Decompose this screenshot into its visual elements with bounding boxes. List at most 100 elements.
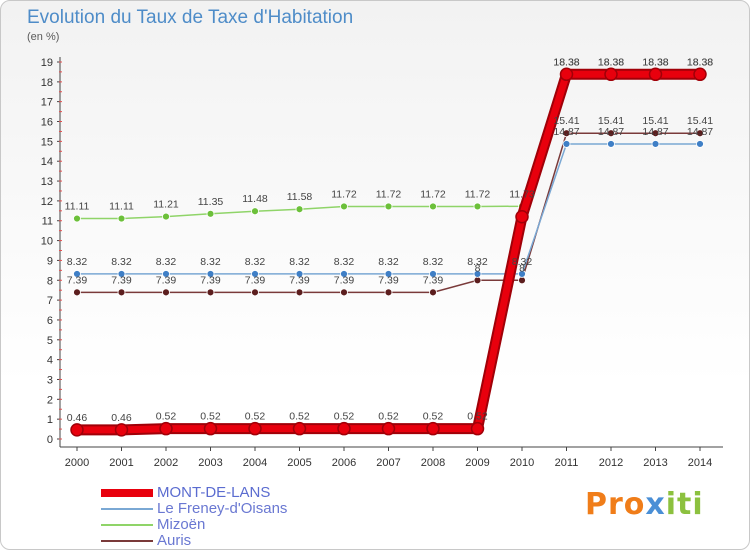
data-label: 11.48: [242, 193, 268, 205]
y-tick-label: 18: [41, 77, 53, 89]
data-label: 8.32: [200, 256, 221, 268]
x-tick-label: 2009: [465, 457, 489, 469]
legend-swatch: [101, 524, 153, 526]
data-label: 0.52: [423, 411, 444, 423]
series-point: [648, 67, 663, 82]
data-label: 8.32: [67, 256, 88, 268]
series-point: [696, 129, 704, 138]
series-point: [470, 421, 485, 436]
data-label: 0.52: [200, 411, 221, 423]
legend-item: MONT-DE-LANS: [101, 485, 287, 501]
data-label: 0.52: [156, 411, 177, 423]
data-label: 18.38: [598, 56, 624, 68]
legend-label: MONT-DE-LANS: [157, 484, 271, 501]
data-label: 7.39: [334, 274, 355, 286]
chart-subtitle: (en %): [27, 31, 60, 43]
legend-item: Le Freney-d'Oisans: [101, 501, 287, 517]
series-point: [114, 423, 129, 437]
data-label: 14.87: [687, 126, 713, 138]
series-point: [295, 270, 304, 278]
data-label: 11.11: [65, 201, 90, 213]
x-tick-label: 2001: [109, 457, 133, 469]
series-point: [381, 421, 396, 436]
legend-item: Mizoën: [101, 517, 287, 533]
legend-swatch: [101, 508, 153, 510]
y-tick-label: 8: [47, 275, 53, 287]
series-point: [159, 421, 173, 436]
series-point: [295, 288, 304, 297]
legend-label: Mizoën: [157, 516, 206, 533]
series-point: [607, 129, 615, 138]
data-label: 7.39: [200, 274, 221, 286]
data-label: 11.72: [465, 188, 491, 200]
data-label: 8.32: [289, 256, 310, 268]
y-tick-label: 16: [41, 117, 53, 129]
legend-swatch: [101, 540, 153, 542]
x-tick-label: 2012: [599, 457, 623, 469]
series-point: [73, 288, 81, 297]
data-label: 7.39: [245, 274, 266, 286]
legend-swatch: [101, 489, 153, 497]
y-tick-label: 19: [41, 57, 53, 69]
legend-label: Le Freney-d'Oisans: [157, 500, 288, 517]
series-point: [340, 202, 348, 211]
x-tick-label: 2008: [421, 457, 445, 469]
x-tick-label: 2003: [198, 457, 222, 469]
y-tick-label: 6: [47, 315, 53, 327]
data-label: 8.32: [512, 256, 533, 268]
legend-item: Auris: [101, 533, 287, 549]
series-point: [651, 129, 660, 138]
data-label: 11.11: [109, 201, 134, 213]
y-tick-label: 11: [42, 216, 53, 228]
series-point: [429, 288, 437, 297]
data-label: 15.41: [687, 115, 713, 127]
data-label: 7.39: [378, 274, 399, 286]
series-point: [515, 210, 529, 224]
x-tick-label: 2002: [154, 457, 178, 469]
data-label: 18.38: [553, 56, 579, 68]
y-tick-label: 2: [47, 394, 53, 406]
series-point: [340, 270, 348, 278]
x-tick-label: 2014: [688, 457, 712, 469]
series-point: [73, 214, 81, 223]
data-label: 8.32: [111, 256, 132, 268]
x-tick-label: 2011: [555, 457, 579, 469]
series-point: [162, 212, 170, 221]
data-label: 11.35: [198, 196, 224, 208]
series-point: [117, 214, 126, 223]
series-point: [337, 421, 351, 436]
series-point: [384, 202, 393, 211]
series-point: [693, 67, 707, 82]
series-point: [251, 207, 259, 216]
data-label: 14.87: [553, 126, 579, 138]
data-label: 0.46: [67, 412, 88, 424]
y-tick-label: 14: [41, 156, 53, 168]
series-point: [562, 129, 571, 138]
data-label: 15.41: [642, 115, 668, 127]
y-tick-label: 9: [47, 255, 53, 267]
data-label: 8.32: [423, 256, 444, 268]
series-point: [562, 140, 571, 148]
series-point: [518, 270, 526, 278]
data-label: 14.87: [598, 126, 624, 138]
y-tick-label: 10: [41, 236, 53, 248]
data-label: 7.39: [111, 274, 132, 286]
data-label: 0.52: [289, 411, 310, 423]
data-label: 18.38: [598, 56, 624, 68]
series-point: [162, 288, 170, 297]
data-label: 18.38: [687, 56, 713, 68]
series-point: [206, 288, 215, 297]
series-point: [117, 288, 126, 297]
x-tick-label: 2004: [243, 457, 267, 469]
data-label: 0.52: [467, 411, 488, 423]
y-tick-label: 17: [41, 97, 53, 109]
x-tick-label: 2013: [643, 457, 667, 469]
data-label: 11.21: [153, 199, 179, 211]
series-point: [604, 67, 618, 82]
proxiti-logo: Proxiti: [585, 487, 704, 522]
data-label: 7.39: [156, 274, 177, 286]
data-label: 11.72: [376, 188, 402, 200]
series-point: [251, 270, 259, 278]
series-point: [206, 270, 215, 278]
